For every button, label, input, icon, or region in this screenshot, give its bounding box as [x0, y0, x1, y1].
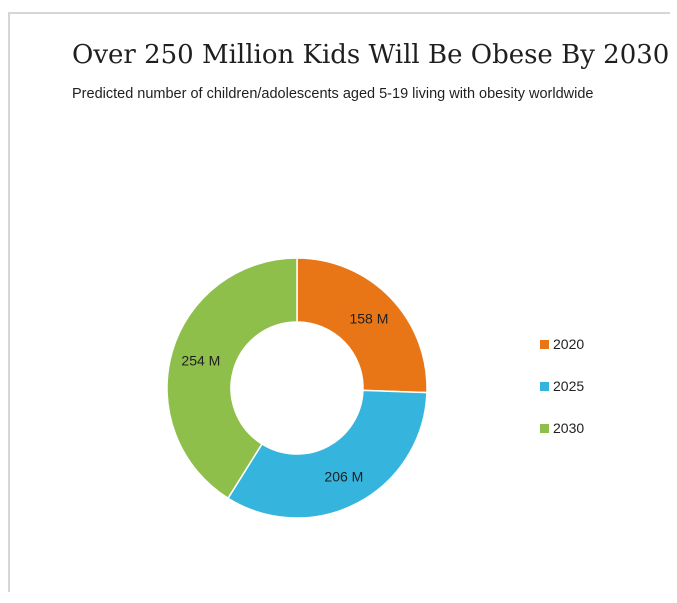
data-label-2020: 158 M — [349, 311, 388, 327]
slice-2025 — [227, 389, 428, 519]
legend-item-2030: 2030 — [540, 418, 584, 438]
data-label-2025: 206 M — [324, 468, 363, 484]
legend-label-2020: 2020 — [553, 336, 585, 352]
legend-swatch-2020 — [540, 339, 549, 349]
legend: 2020 2025 2030 — [540, 334, 584, 460]
legend-label-2025: 2025 — [553, 378, 585, 394]
chart-frame — [8, 12, 670, 592]
chart-subtitle: Predicted number of children/adolescents… — [72, 86, 594, 102]
chart-title: Over 250 Million Kids Will Be Obese By 2… — [72, 40, 670, 70]
legend-item-2025: 2025 — [540, 376, 584, 396]
slice-2030 — [166, 257, 298, 500]
legend-item-2020: 2020 — [540, 334, 584, 354]
legend-swatch-2030 — [540, 423, 549, 433]
data-label-2030: 254 M — [181, 352, 220, 368]
legend-label-2030: 2030 — [553, 420, 585, 436]
legend-swatch-2025 — [540, 381, 549, 391]
slice-2020 — [296, 257, 428, 394]
